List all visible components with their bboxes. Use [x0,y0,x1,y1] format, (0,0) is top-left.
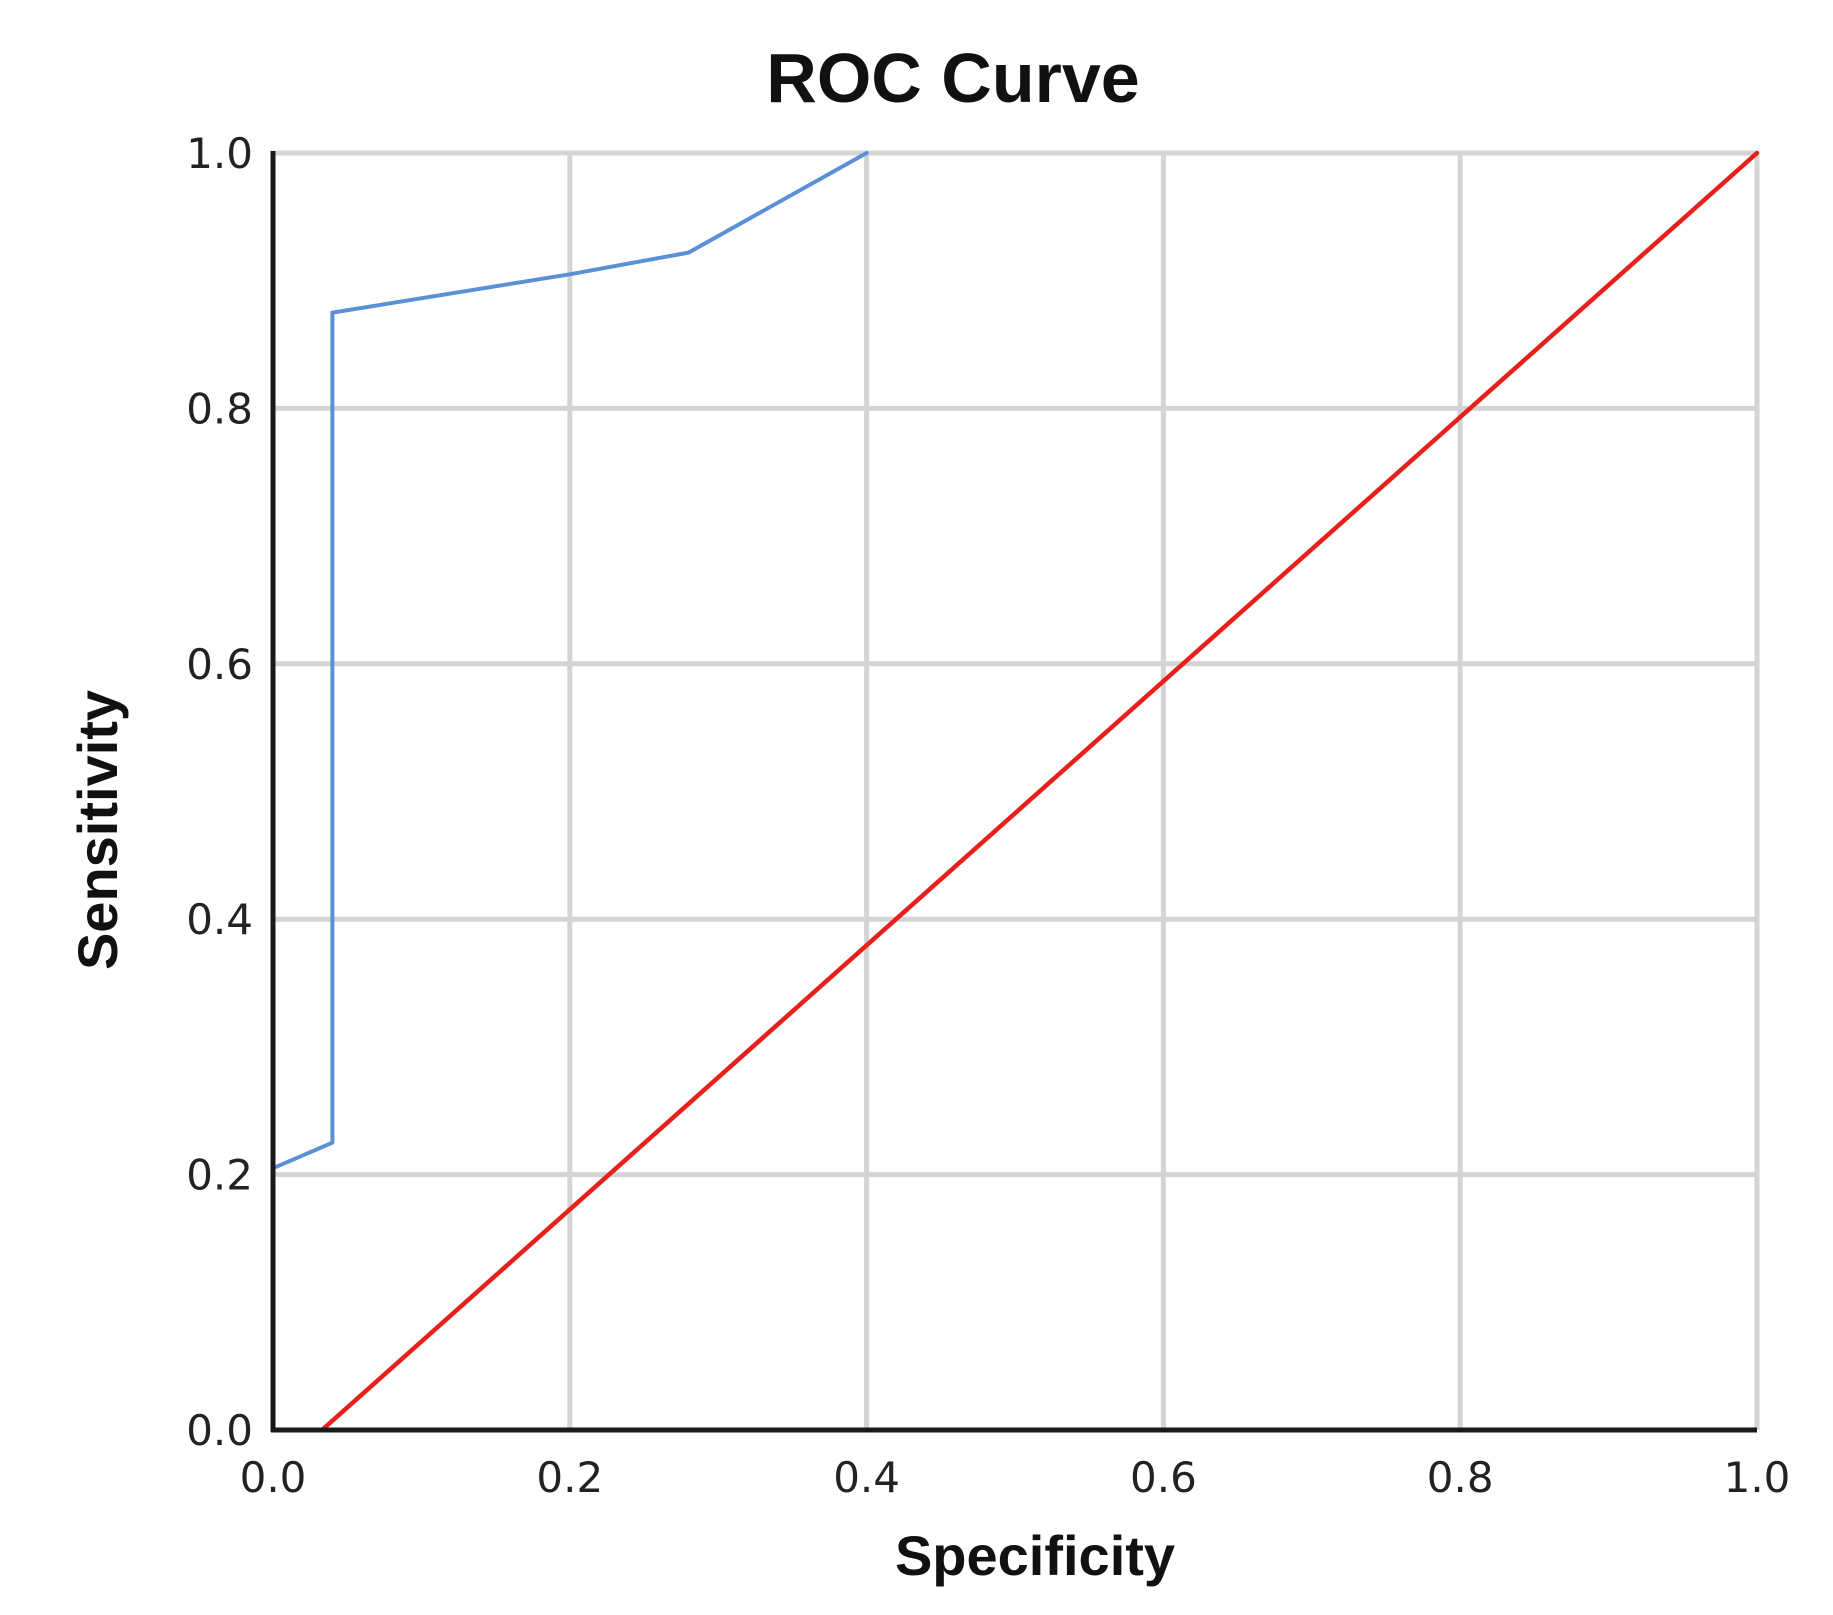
x-tick-label: 0.6 [1130,1453,1197,1502]
series-layer [271,150,1760,1433]
y-tick-label: 0.0 [186,1406,253,1455]
grid-lines [273,150,1760,1430]
x-tick-label: 0.0 [240,1453,307,1502]
reference-diagonal-line [319,150,1760,1433]
roc-curve-line [271,151,869,1171]
x-tick-labels: 0.0 0.2 0.4 0.6 0.8 1.0 [240,1453,1791,1502]
x-tick-label: 0.4 [833,1453,900,1502]
chart-title: ROC Curve [766,39,1139,117]
y-axis-label: Sensitivity [66,690,129,970]
y-tick-label: 0.2 [186,1151,253,1200]
y-tick-label: 0.6 [186,640,253,689]
x-tick-label: 0.2 [536,1453,603,1502]
y-tick-label: 1.0 [186,129,253,178]
y-tick-labels: 0.0 0.2 0.4 0.6 0.8 1.0 [186,129,253,1455]
y-tick-label: 0.4 [186,895,253,944]
x-tick-label: 0.8 [1427,1453,1494,1502]
x-axis-label: Specificity [895,1524,1175,1587]
axes [270,151,1757,1433]
y-tick-label: 0.8 [186,384,253,433]
x-tick-label: 1.0 [1724,1453,1791,1502]
